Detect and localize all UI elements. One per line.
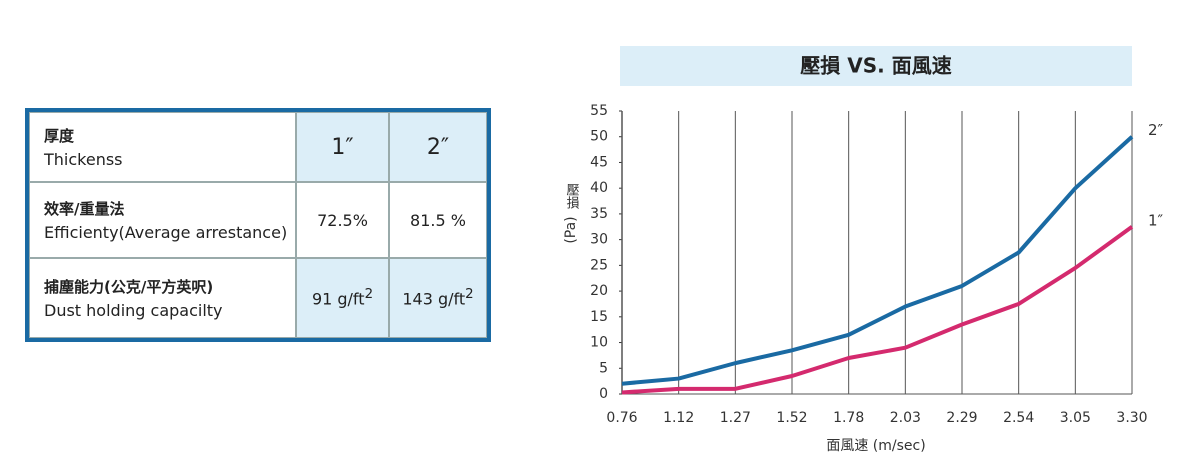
en-label: Thickenss <box>44 150 123 169</box>
x-tick-label: 2.54 <box>1003 410 1034 426</box>
zh-label: 效率/重量法 <box>44 200 125 218</box>
y-tick-label: 45 <box>590 154 608 170</box>
x-tick-label: 1.12 <box>663 410 694 426</box>
y-axis-label: 壓損 <box>564 183 580 209</box>
y-tick-label: 10 <box>590 335 608 351</box>
x-tick-label: 3.30 <box>1116 410 1147 426</box>
y-tick-label: 0 <box>599 386 608 402</box>
x-tick-label: 2.03 <box>890 410 921 426</box>
legend-label: 2″ <box>1148 121 1164 139</box>
value-cell: 81.5 % <box>389 182 487 258</box>
en-label: Dust holding capacilty <box>44 301 223 320</box>
x-tick-label: 1.78 <box>833 410 864 426</box>
title-bar <box>620 46 1132 86</box>
value-text: 143 g/ft <box>402 289 466 309</box>
value-cell: 143 g/ft2 <box>389 258 487 338</box>
series-line <box>621 135 1134 386</box>
superscript: 2 <box>465 287 474 303</box>
row-header: 效率/重量法 Efficienty(Average arrestance) <box>29 182 296 258</box>
y-tick-label: 55 <box>590 103 608 119</box>
zh-label: 捕塵能力(公克/平方英呎) <box>44 278 214 296</box>
value-cell: 2″ <box>389 112 487 182</box>
y-tick-label: 50 <box>590 129 608 145</box>
value-text: 91 g/ft <box>311 289 365 309</box>
y-tick-label: 30 <box>590 232 608 248</box>
x-tick-label: 3.05 <box>1060 410 1091 426</box>
y-tick-label: 15 <box>590 309 608 325</box>
x-axis-label: 面風速 (m/sec) <box>826 438 925 454</box>
y-tick-label: 5 <box>599 360 608 376</box>
y-tick-label: 35 <box>590 206 608 222</box>
y-tick-label: 25 <box>590 257 608 273</box>
y-axis-unit: (Pa) <box>563 216 579 243</box>
value-cell: 1″ <box>296 112 389 182</box>
chart-title: 壓損 VS. 面風速 <box>800 54 951 78</box>
legend-label: 1″ <box>1148 211 1164 229</box>
value-wrap: 91 g/ft2 <box>312 287 373 308</box>
x-tick-label: 1.52 <box>776 410 807 426</box>
value-cell: 72.5% <box>296 182 389 258</box>
en-label: Efficienty(Average arrestance) <box>44 223 288 242</box>
zh-label: 厚度 <box>44 127 75 145</box>
x-tick-label: 2.29 <box>946 410 977 426</box>
series-line <box>621 225 1134 395</box>
y-tick-label: 40 <box>590 180 608 196</box>
spec-table: 厚度 Thickenss 1″ 2″ 效率/重量法 Efficienty(Average … <box>25 108 491 342</box>
y-tick-label: 20 <box>590 283 608 299</box>
row-header: 捕塵能力(公克/平方英呎) Dust holding capacilty <box>29 258 296 338</box>
superscript: 2 <box>364 287 374 303</box>
value-wrap: 143 g/ft2 <box>402 287 473 308</box>
x-tick-label: 1.27 <box>720 410 751 426</box>
x-tick-label: 0.76 <box>606 410 637 426</box>
value-cell: 91 g/ft2 <box>296 258 389 338</box>
zh-note: (公克/平方英呎) <box>104 278 214 296</box>
row-header: 厚度 Thickenss <box>29 112 296 182</box>
